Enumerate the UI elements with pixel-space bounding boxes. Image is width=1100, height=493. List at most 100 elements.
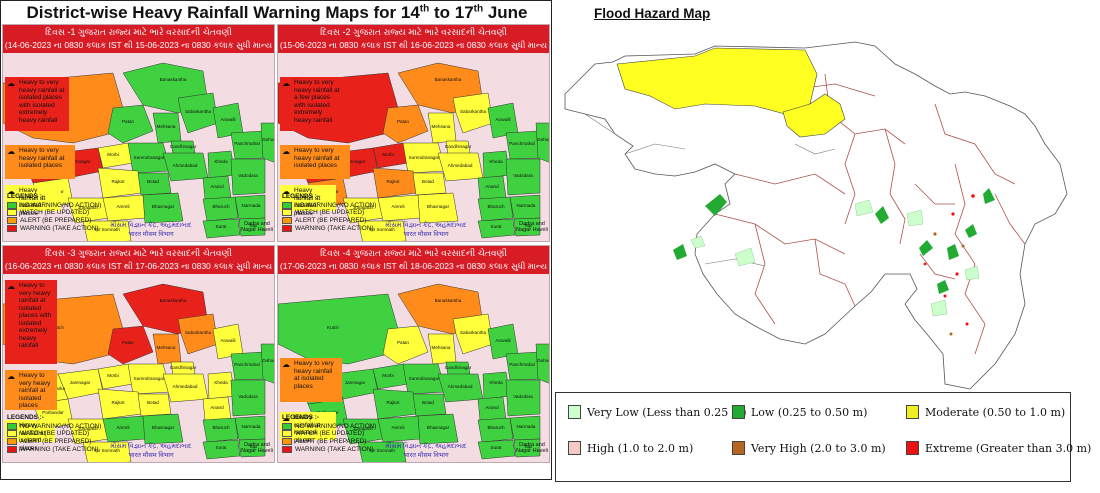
district-label: Banaskantha xyxy=(435,77,462,82)
district-label: Dahod xyxy=(262,358,275,363)
legend-swatch xyxy=(7,430,17,438)
warning-callout: ☁ Heavy to very heavy rainfall at isolate… xyxy=(5,370,57,410)
imd-credit-line2: भारत मौसम विभाग xyxy=(403,231,449,238)
district-botad xyxy=(137,393,172,417)
dadra-label: Dadra and Nagar Haveli xyxy=(241,221,273,233)
panel-header-validity: (16-06-2023 ના 0830 કલાક IST થી 17-06-20… xyxy=(4,261,273,271)
panel-header-title: દિવસ -3 ગુજરાત રાજ્ય માટે ભારે વરસાદની ચ… xyxy=(45,248,232,258)
flood-legend-label: Low (0.25 to 0.50 m) xyxy=(751,405,868,419)
district-surat xyxy=(477,439,516,460)
callout-text: Heavy to very heavy rainfall at a few pl… xyxy=(294,79,340,124)
district-label: Bhavnagar xyxy=(152,204,175,209)
imd-credit-line1: મૌસમ વિજ્ઞાન કેંદ્ર, અહમદાબાદ xyxy=(385,222,467,229)
district-bharuch xyxy=(202,417,239,443)
district-label: Surat xyxy=(491,224,503,229)
district-surat xyxy=(202,218,241,239)
flood-legend-item: Low (0.25 to 0.50 m) xyxy=(732,405,867,419)
legend-item: ALERT (BE PREPARED) xyxy=(282,217,376,225)
district-label: Anand xyxy=(485,405,499,410)
district-label: Banaskantha xyxy=(160,298,187,303)
district-label: Kheda xyxy=(214,380,228,385)
imd-credit: મૌસમ વિજ્ઞાન કેંદ્ર, અહમદાબાદ भारत मौसम व… xyxy=(101,221,201,239)
district-gir-somnath xyxy=(82,220,132,241)
legend-swatch xyxy=(7,224,17,232)
legend-item: NO WARNING(NO ACTION) xyxy=(7,422,101,431)
panel-header-validity: (17-06-2023 ના 0830 કલાક IST થી 18-06-20… xyxy=(279,261,548,271)
district-label: Gir Somnath xyxy=(369,227,395,232)
district-label: Amreli xyxy=(391,425,404,430)
legend-label: WARNING (TAKE ACTION) xyxy=(295,446,374,454)
flood-hazard-legend: Very Low (Less than 0.25 m) Low (0.25 to … xyxy=(555,392,1091,482)
flood-legend-item: Very Low (Less than 0.25 m) xyxy=(568,405,747,419)
legend-label: WARNING (TAKE ACTION) xyxy=(295,225,374,233)
legend-label: WATCH (BE UPDATED) xyxy=(295,430,365,438)
district-bhavnagar xyxy=(142,413,184,445)
district-surat xyxy=(202,439,241,460)
district-label: Vadodara xyxy=(238,173,258,178)
district-label: Surendranagar xyxy=(409,155,440,160)
district-label: Narmada xyxy=(517,203,536,208)
district-label: Surendranagar xyxy=(409,376,440,381)
district-bhavnagar xyxy=(417,192,459,224)
moderate-zone-centre xyxy=(782,93,846,138)
flood-legend-label: Extreme (Greater than 3.0 m) xyxy=(925,441,1092,455)
panel-header-validity: (15-06-2023 ના 0830 કલાક IST થી 16-06-20… xyxy=(279,40,548,50)
district-label: Bharuch xyxy=(487,425,505,430)
district-label: Kheda xyxy=(489,159,503,164)
panel-header: દિવસ -4 ગુજરાત રાજ્ય માટે ભારે વરસાદની ચ… xyxy=(278,246,549,274)
district-bharuch xyxy=(202,196,239,222)
district-label: Morbi xyxy=(382,373,394,378)
imd-credit: મૌસમ વિજ્ઞાન કેંદ્ર, અહમદાબાદ भारत मौसम व… xyxy=(376,442,476,460)
district-label: Panchmahal xyxy=(509,362,535,367)
district-label: Gandhinagar xyxy=(170,365,197,370)
district-label: Gandhinagar xyxy=(445,365,472,370)
district-label: Rajkot xyxy=(386,179,400,184)
district-label: Tapi xyxy=(249,223,257,228)
rain-cloud-icon: ☁ xyxy=(7,147,15,156)
flood-legend-item: Extreme (Greater than 3.0 m) xyxy=(906,441,1091,455)
district-vadodara xyxy=(230,379,266,417)
district-label: Bharuch xyxy=(212,204,230,209)
district-label: Gir Somnath xyxy=(94,448,120,453)
legend-swatch xyxy=(7,445,17,453)
district-label: Mehsana xyxy=(157,345,176,350)
legend-title: LEGENDS :- xyxy=(7,193,44,200)
legend-swatch xyxy=(282,422,292,430)
legend-label: WATCH (BE UPDATED) xyxy=(295,209,365,217)
district-label: Surendranagar xyxy=(134,155,165,160)
district-label: Patan xyxy=(122,340,134,345)
district-sabarkantha xyxy=(177,92,219,134)
district-vadodara xyxy=(505,379,541,417)
district-label: Narmada xyxy=(517,424,536,429)
district-gir-somnath xyxy=(357,441,407,462)
callout-text: Heavy to very heavy rainfall at isolated… xyxy=(19,147,65,169)
district-label: Vadodara xyxy=(513,173,533,178)
district-label: Vadodara xyxy=(238,394,258,399)
legend-swatch xyxy=(7,422,17,430)
callout-text: Heavy rainfall at isolated places xyxy=(19,187,46,217)
district-label: Bhavnagar xyxy=(427,204,450,209)
district-label: Bharuch xyxy=(487,204,505,209)
legend-swatch xyxy=(282,430,292,438)
district-label: Porbandar xyxy=(42,410,64,415)
district-label: Vadodara xyxy=(513,394,533,399)
legend-item: WATCH (BE UPDATED) xyxy=(282,430,376,438)
panel-header: દિવસ -2 ગુજરાત રાજ્ય માટે ભારે વરસાદની ચ… xyxy=(278,25,549,53)
legend-item: WARNING (TAKE ACTION) xyxy=(7,224,101,233)
district-label: Botad xyxy=(147,400,159,405)
rain-cloud-icon: ☁ xyxy=(282,147,290,156)
imd-credit-line2: भारत मौसम विभाग xyxy=(128,231,174,238)
flood-legend-label: Very Low (Less than 0.25 m) xyxy=(587,405,747,419)
flood-legend-label: Moderate (0.50 to 1.0 m) xyxy=(925,405,1066,419)
legend-label: WARNING (TAKE ACTION) xyxy=(20,225,99,233)
legend-item: WARNING (TAKE ACTION) xyxy=(7,445,101,454)
flood-legend-item: High (1.0 to 2.0 m) xyxy=(568,441,693,455)
district-botad xyxy=(412,393,447,417)
district-bhavnagar xyxy=(417,413,459,445)
district-label: Narmada xyxy=(242,203,261,208)
district-label: Patan xyxy=(397,340,409,345)
flood-legend-swatch xyxy=(906,405,919,419)
rain-cloud-icon: ☁ xyxy=(282,360,290,369)
rain-cloud-icon: ☁ xyxy=(7,187,15,196)
callout-text: Heavy to very heavy rainfall at isolated… xyxy=(19,372,51,409)
